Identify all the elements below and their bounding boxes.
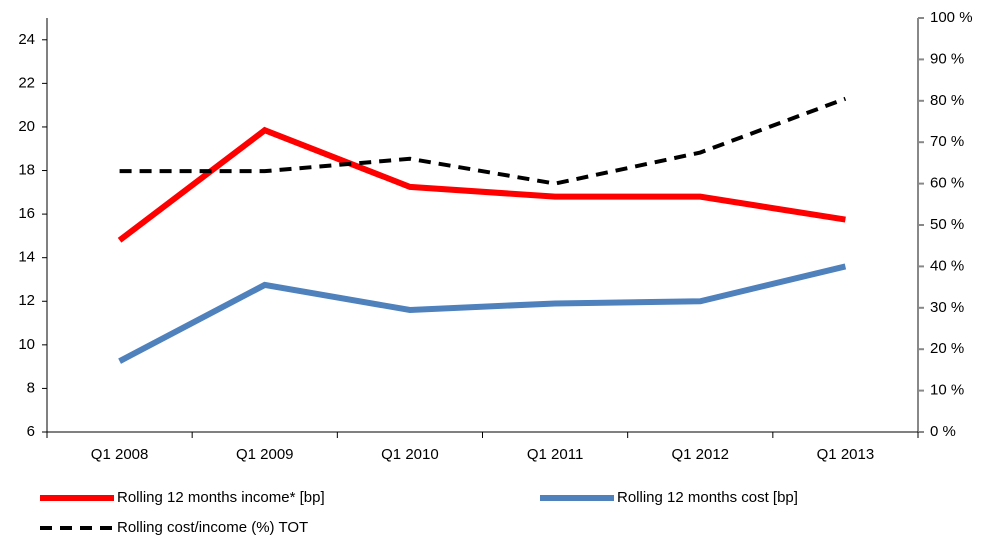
y2-tick-label: 100 % <box>930 9 973 26</box>
y-tick-label: 10 <box>18 336 35 353</box>
y2-tick-label: 50 % <box>930 216 964 233</box>
y-tick-label: 12 <box>18 292 35 309</box>
series-line <box>119 96 847 186</box>
series-line <box>117 126 846 243</box>
x-tick-label: Q1 2012 <box>671 446 729 463</box>
x-tick-label: Q1 2009 <box>236 446 294 463</box>
series-line <box>118 263 847 364</box>
legend-label: Rolling 12 months cost [bp] <box>617 489 798 506</box>
y-tick-label: 8 <box>27 379 35 396</box>
x-tick-label: Q1 2011 <box>527 446 583 463</box>
y-tick-label: 6 <box>27 423 35 440</box>
x-tick-label: Q1 2013 <box>817 446 875 463</box>
legend-label: Rolling 12 months income* [bp] <box>117 489 325 506</box>
y-tick-label: 22 <box>18 74 35 91</box>
y-tick-label: 18 <box>18 161 35 178</box>
y2-tick-label: 30 % <box>930 299 964 316</box>
x-tick-label: Q1 2010 <box>381 446 439 463</box>
y2-tick-label: 70 % <box>930 133 964 150</box>
y-tick-label: 24 <box>18 31 35 48</box>
x-tick-label: Q1 2008 <box>91 446 149 463</box>
y2-tick-label: 40 % <box>930 257 964 274</box>
y2-tick-label: 90 % <box>930 50 964 67</box>
y-tick-label: 14 <box>18 249 35 266</box>
y2-tick-label: 20 % <box>930 340 964 357</box>
y2-tick-label: 0 % <box>930 423 956 440</box>
y2-tick-label: 80 % <box>930 92 964 109</box>
y-tick-label: 20 <box>18 118 35 135</box>
y2-tick-label: 10 % <box>930 382 964 399</box>
y-tick-label: 16 <box>18 205 35 222</box>
legend-label: Rolling cost/income (%) TOT <box>117 519 308 536</box>
y2-tick-label: 60 % <box>930 175 964 192</box>
